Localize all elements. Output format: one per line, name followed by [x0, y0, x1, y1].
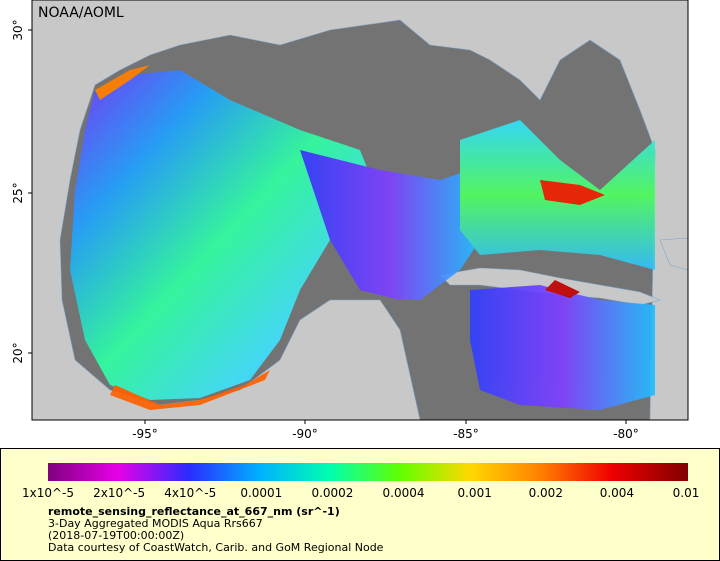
caption-credit: Data courtesy of CoastWatch, Carib. and …	[48, 541, 384, 554]
caption-product: 3-Day Aggregated MODIS Aqua Rrs667	[48, 517, 263, 530]
colorbar-label: 0.0004	[383, 486, 425, 500]
colorbar-label: 0.004	[600, 486, 634, 500]
reflectance-data	[70, 65, 655, 410]
caption-time: (2018-07-19T00:00:00Z)	[48, 529, 184, 542]
colorbar-label: 0.0001	[240, 486, 282, 500]
map-frame	[31, 0, 689, 421]
lon-tick-label: -90°	[292, 427, 318, 441]
caption-variable: remote_sensing_reflectance_at_667_nm (sr…	[48, 505, 340, 518]
colorbar	[48, 463, 688, 481]
lat-tick-label: 25°	[11, 182, 25, 203]
colorbar-label: 0.01	[673, 486, 700, 500]
colorbar-label: 2x10^-5	[93, 486, 145, 500]
lon-tick-label: -95°	[132, 427, 158, 441]
lon-tick-label: -80°	[613, 427, 639, 441]
lat-tick-label: 30°	[11, 19, 25, 40]
colorbar-label: 0.001	[457, 486, 491, 500]
lat-tick-label: 20°	[11, 342, 25, 363]
colorbar-label: 0.0002	[311, 486, 353, 500]
colorbar-label: 0.002	[529, 486, 563, 500]
lon-tick-label: -85°	[453, 427, 479, 441]
colorbar-label: 4x10^-5	[164, 486, 216, 500]
colorbar-label: 1x10^-5	[22, 486, 74, 500]
watermark: NOAA/AOML	[38, 5, 124, 21]
